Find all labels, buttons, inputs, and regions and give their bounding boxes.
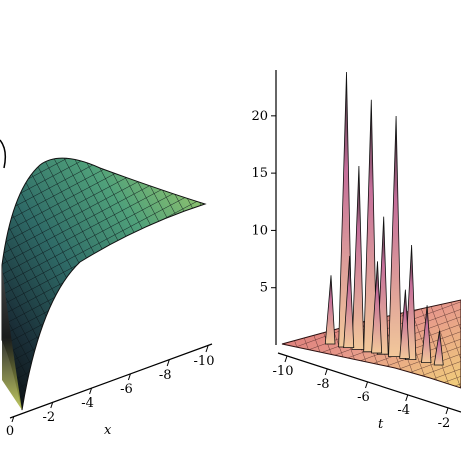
right-spikes bbox=[324, 71, 444, 366]
right-t-tick-label: -4 bbox=[397, 403, 410, 418]
left-x-tick-mark bbox=[89, 387, 93, 395]
left-x-tick-mark bbox=[205, 345, 209, 353]
spike bbox=[351, 166, 365, 350]
spike bbox=[343, 255, 355, 348]
left-surface-mesh bbox=[2, 158, 205, 410]
left-x-ticks: 0 -2 -4 -6 -8 -10 bbox=[6, 345, 215, 439]
left-x-axis-label: x bbox=[104, 423, 112, 438]
spike bbox=[388, 115, 402, 357]
left-x-tick-mark bbox=[166, 359, 170, 367]
right-t-axis-label: t bbox=[378, 417, 384, 432]
spike bbox=[421, 305, 432, 363]
right-z-tick-label: 5 bbox=[260, 281, 268, 296]
left-surface-side bbox=[2, 265, 22, 410]
left-x-tick-mark bbox=[11, 415, 15, 423]
spike bbox=[371, 261, 383, 354]
left-x-tick-label: 0 bbox=[6, 424, 14, 439]
right-t-tick-mark bbox=[405, 394, 409, 402]
left-x-tick-label: -4 bbox=[81, 396, 94, 411]
right-surface-plot: 5 10 15 20 -10 -8 -6 -4 -2 t bbox=[251, 70, 461, 432]
left-x-tick-mark bbox=[127, 373, 131, 381]
right-t-tick-mark bbox=[284, 355, 288, 363]
right-t-axis bbox=[277, 352, 461, 413]
left-x-tick-label: -2 bbox=[42, 410, 55, 425]
spike bbox=[399, 289, 410, 359]
left-x-tick-mark bbox=[50, 401, 54, 409]
right-z-ticks: 5 10 15 20 bbox=[251, 109, 276, 296]
right-t-tick-mark bbox=[324, 368, 328, 376]
right-t-tick-label: -2 bbox=[438, 416, 451, 431]
left-surface-plot: 0 -2 -4 -6 -8 -10 x bbox=[0, 139, 215, 439]
spike bbox=[363, 99, 378, 353]
spike bbox=[433, 330, 444, 366]
right-z-tick-label: 10 bbox=[251, 223, 268, 238]
left-x-tick-label: -6 bbox=[120, 382, 133, 397]
left-x-axis bbox=[9, 343, 213, 419]
right-t-tick-mark bbox=[365, 381, 368, 389]
right-t-tick-label: -6 bbox=[357, 390, 370, 405]
left-x-tick-label: -8 bbox=[159, 368, 172, 383]
right-t-tick-label: -8 bbox=[317, 377, 330, 392]
right-z-tick-label: 20 bbox=[251, 109, 268, 124]
left-x-tick-label: -10 bbox=[194, 354, 215, 369]
right-t-ticks: -10 -8 -6 -4 -2 bbox=[273, 355, 451, 431]
right-z-tick-label: 15 bbox=[251, 166, 268, 181]
right-t-tick-label: -10 bbox=[273, 364, 294, 379]
left-partial-ring bbox=[0, 139, 7, 169]
spike bbox=[324, 275, 336, 345]
right-t-tick-mark bbox=[445, 407, 449, 415]
